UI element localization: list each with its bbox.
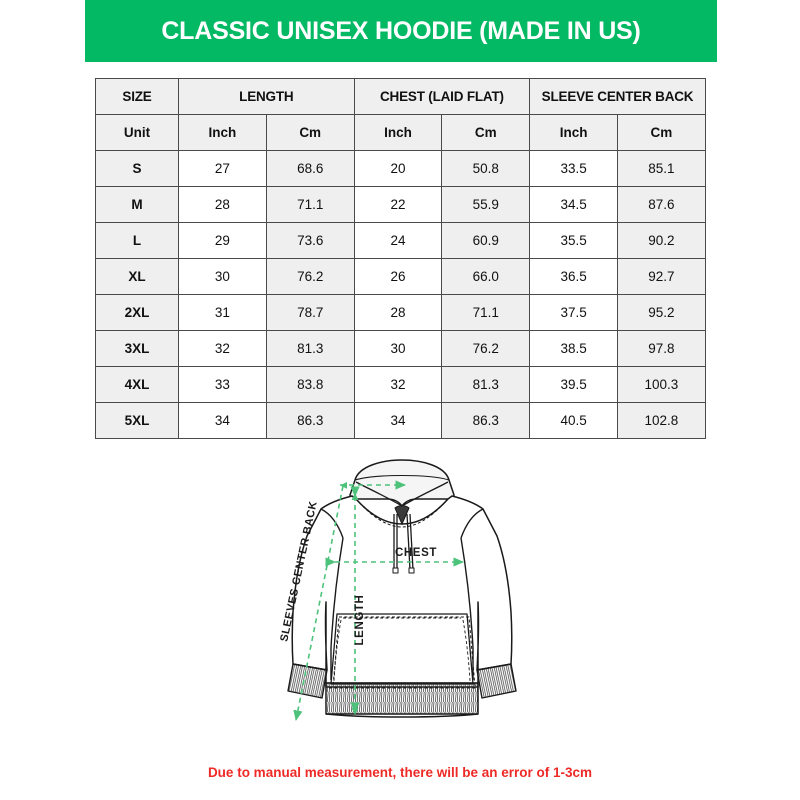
- cell-length-inch: 30: [178, 258, 267, 295]
- cell-length-cm: 83.8: [265, 366, 355, 403]
- cell-sleeve-cm: 102.8: [617, 402, 706, 439]
- cell-size: S: [95, 150, 179, 187]
- hoodie-outline: [287, 459, 517, 718]
- cell-size: L: [95, 222, 179, 259]
- sleeve-measure-line: [293, 485, 344, 721]
- size-table-body: S 27 68.6 20 50.8 33.5 85.1 M 28 71.1 22…: [95, 150, 706, 439]
- table-row: 3XL 32 81.3 30 76.2 38.5 97.8: [95, 330, 706, 367]
- unit-header-unit: Unit: [95, 114, 179, 151]
- table-row: 5XL 34 86.3 34 86.3 40.5 102.8: [95, 402, 706, 439]
- table-group-header-row: SIZE LENGTH CHEST (LAID FLAT) SLEEVE CEN…: [95, 78, 706, 115]
- measurement-disclaimer: Due to manual measurement, there will be…: [207, 765, 593, 780]
- cell-length-inch: 28: [178, 186, 267, 223]
- cell-sleeve-cm: 97.8: [617, 330, 706, 367]
- cell-sleeve-inch: 40.5: [529, 402, 618, 439]
- cell-sleeve-cm: 85.1: [617, 150, 706, 187]
- length-arrowheads: [351, 493, 359, 715]
- table-row: XL 30 76.2 26 66.0 36.5 92.7: [95, 258, 706, 295]
- unit-header-sleeve-inch: Inch: [529, 114, 618, 151]
- cell-chest-cm: 76.2: [441, 330, 531, 367]
- cell-sleeve-cm: 90.2: [617, 222, 706, 259]
- chest-label: CHEST: [395, 547, 437, 559]
- unit-header-chest-inch: Inch: [353, 114, 443, 151]
- cell-chest-inch: 34: [353, 402, 443, 439]
- cell-size: M: [95, 186, 179, 223]
- cell-length-cm: 71.1: [265, 186, 355, 223]
- cell-size: 3XL: [95, 330, 179, 367]
- table-row: M 28 71.1 22 55.9 34.5 87.6: [95, 186, 706, 223]
- unit-header-sleeve-cm: Cm: [617, 114, 706, 151]
- unit-header-length-inch: Inch: [178, 114, 267, 151]
- hoodie-diagram: CHEST LENGTH SLEEVES CENTER BACK: [255, 452, 550, 752]
- cell-size: 5XL: [95, 402, 179, 439]
- unit-header-chest-cm: Cm: [441, 114, 531, 151]
- cell-chest-cm: 50.8: [441, 150, 531, 187]
- table-row: S 27 68.6 20 50.8 33.5 85.1: [95, 150, 706, 187]
- cell-sleeve-inch: 33.5: [529, 150, 618, 187]
- cell-sleeve-cm: 95.2: [617, 294, 706, 331]
- size-table: SIZE LENGTH CHEST (LAID FLAT) SLEEVE CEN…: [95, 78, 706, 439]
- col-header-chest: CHEST (LAID FLAT): [353, 78, 531, 115]
- cell-chest-cm: 60.9: [441, 222, 531, 259]
- page-title: CLASSIC UNISEX HOODIE (MADE IN US): [161, 16, 641, 45]
- cell-length-cm: 81.3: [265, 330, 355, 367]
- cell-sleeve-cm: 92.7: [617, 258, 706, 295]
- cell-chest-cm: 81.3: [441, 366, 531, 403]
- cell-chest-inch: 24: [353, 222, 443, 259]
- cell-chest-inch: 20: [353, 150, 443, 187]
- cell-chest-inch: 32: [353, 366, 443, 403]
- table-row: 2XL 31 78.7 28 71.1 37.5 95.2: [95, 294, 706, 331]
- cell-chest-inch: 22: [353, 186, 443, 223]
- measurement-lines: [293, 480, 464, 721]
- cell-length-inch: 33: [178, 366, 267, 403]
- cell-length-inch: 31: [178, 294, 267, 331]
- cell-sleeve-cm: 87.6: [617, 186, 706, 223]
- col-header-length: LENGTH: [178, 78, 355, 115]
- cell-length-cm: 68.6: [265, 150, 355, 187]
- cell-length-inch: 34: [178, 402, 267, 439]
- table-unit-header-row: Unit Inch Cm Inch Cm Inch Cm: [95, 114, 706, 151]
- cell-chest-inch: 30: [353, 330, 443, 367]
- col-header-sleeve: SLEEVE CENTER BACK: [529, 78, 706, 115]
- shoulder-arrowhead: [340, 482, 347, 489]
- cell-size: XL: [95, 258, 179, 295]
- cell-length-cm: 76.2: [265, 258, 355, 295]
- cell-chest-inch: 26: [353, 258, 443, 295]
- cell-size: 4XL: [95, 366, 179, 403]
- cell-sleeve-inch: 39.5: [529, 366, 618, 403]
- cell-sleeve-inch: 36.5: [529, 258, 618, 295]
- title-banner: CLASSIC UNISEX HOODIE (MADE IN US): [85, 0, 717, 62]
- cell-chest-cm: 55.9: [441, 186, 531, 223]
- cell-sleeve-inch: 35.5: [529, 222, 618, 259]
- cell-sleeve-cm: 100.3: [617, 366, 706, 403]
- col-header-size: SIZE: [95, 78, 179, 115]
- cell-length-inch: 29: [178, 222, 267, 259]
- cell-length-inch: 32: [178, 330, 267, 367]
- cell-length-inch: 27: [178, 150, 267, 187]
- cell-length-cm: 78.7: [265, 294, 355, 331]
- cell-chest-inch: 28: [353, 294, 443, 331]
- cell-size: 2XL: [95, 294, 179, 331]
- cell-sleeve-inch: 34.5: [529, 186, 618, 223]
- cell-sleeve-inch: 38.5: [529, 330, 618, 367]
- cell-chest-cm: 86.3: [441, 402, 531, 439]
- cell-chest-cm: 66.0: [441, 258, 531, 295]
- cell-chest-cm: 71.1: [441, 294, 531, 331]
- cell-length-cm: 73.6: [265, 222, 355, 259]
- size-table-container: SIZE LENGTH CHEST (LAID FLAT) SLEEVE CEN…: [95, 78, 706, 439]
- cell-length-cm: 86.3: [265, 402, 355, 439]
- length-label: LENGTH: [354, 595, 366, 646]
- table-row: 4XL 33 83.8 32 81.3 39.5 100.3: [95, 366, 706, 403]
- unit-header-length-cm: Cm: [265, 114, 355, 151]
- table-row: L 29 73.6 24 60.9 35.5 90.2: [95, 222, 706, 259]
- cell-sleeve-inch: 37.5: [529, 294, 618, 331]
